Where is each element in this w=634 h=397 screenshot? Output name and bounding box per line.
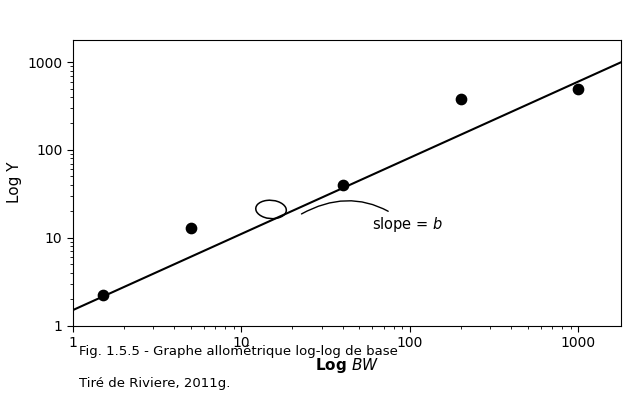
Text: Tiré de Riviere, 2011g.: Tiré de Riviere, 2011g. [79,377,231,390]
Point [98,292,108,299]
Point [186,225,196,231]
Point [455,96,465,102]
X-axis label: Log $\mathit{BW}$: Log $\mathit{BW}$ [315,355,379,374]
Point [338,182,348,188]
Text: Fig. 1.5.5 - Graphe allométrique log-log de base: Fig. 1.5.5 - Graphe allométrique log-log… [79,345,398,358]
Text: slope = $b$: slope = $b$ [302,201,444,234]
Point [573,85,583,92]
Y-axis label: Log Y: Log Y [7,162,22,203]
